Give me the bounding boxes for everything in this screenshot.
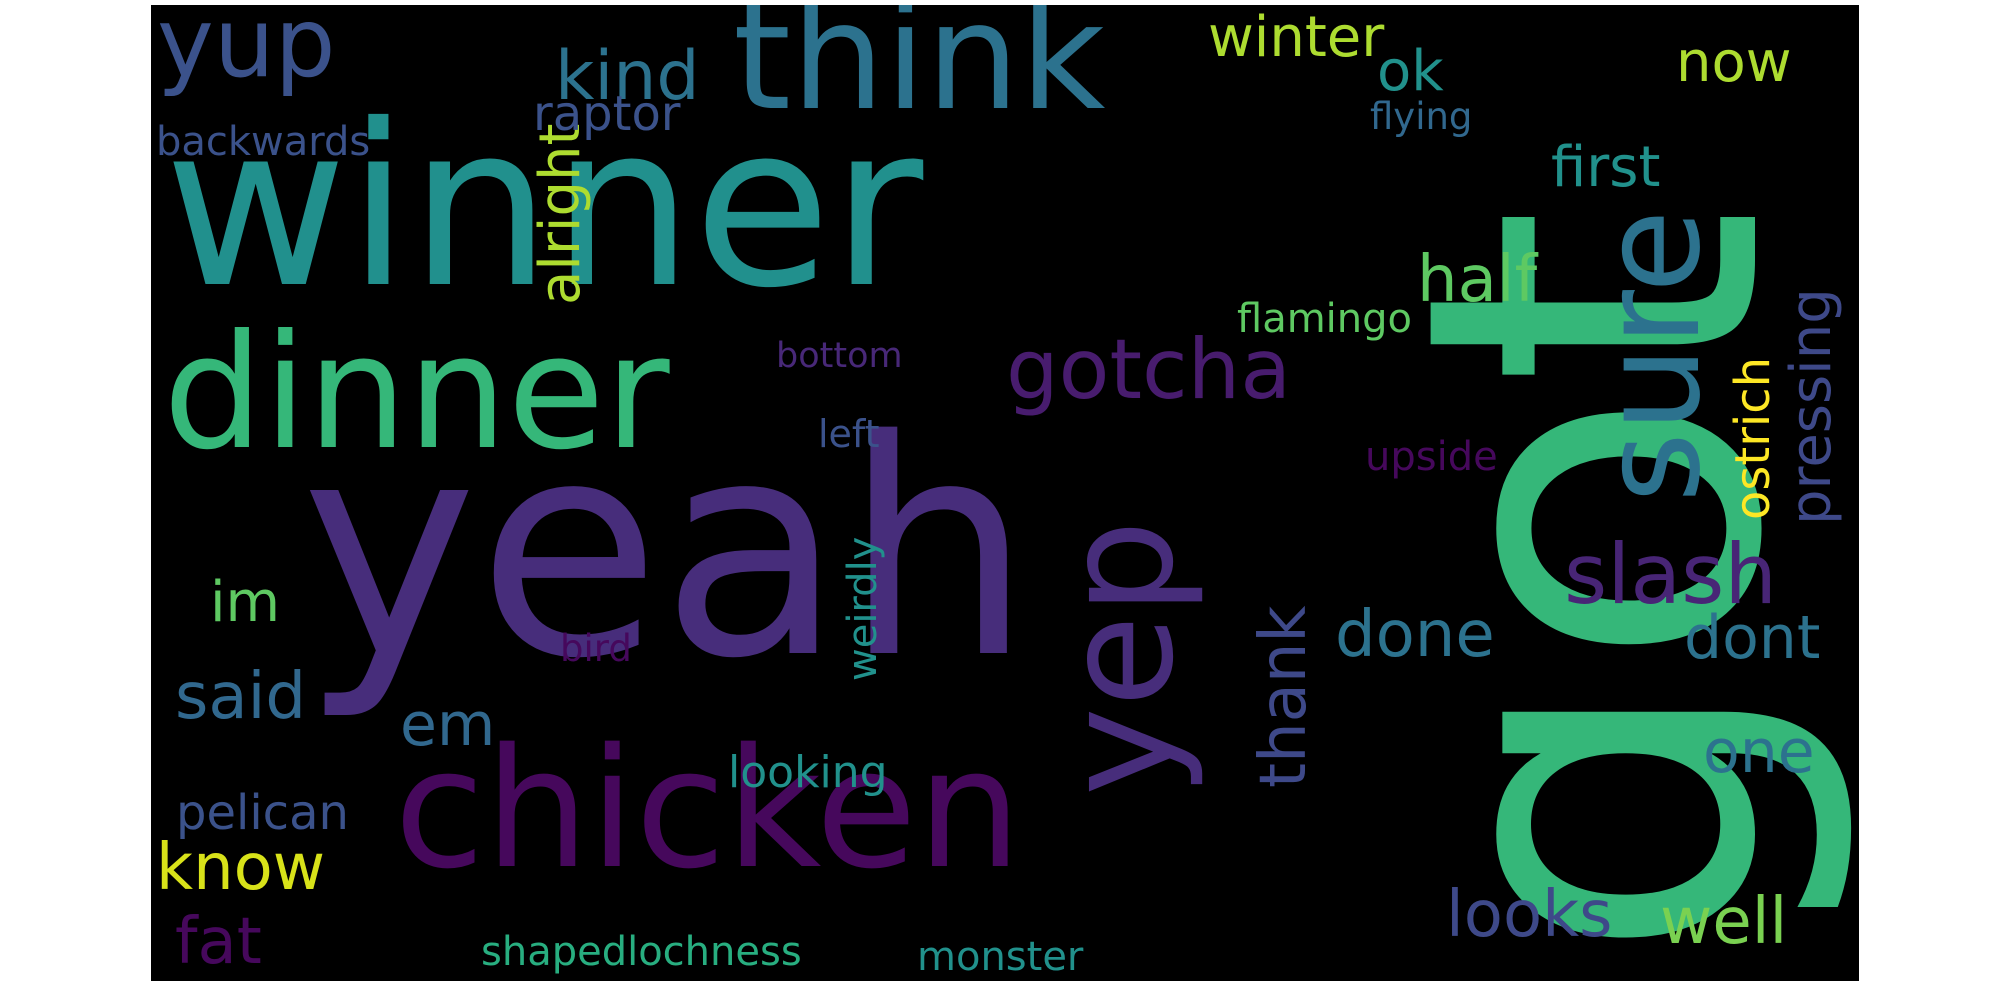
word-flying: flying [1370, 95, 1473, 138]
word-chicken: chicken [394, 713, 1022, 905]
word-sure: sure [1573, 209, 1731, 503]
word-kind: kind [555, 37, 700, 116]
word-half: half [1417, 243, 1538, 317]
word-one: one [1703, 717, 1815, 787]
word-yeah: yeah [301, 377, 1033, 724]
word-looking: looking [728, 747, 888, 798]
word-first: first [1551, 135, 1661, 200]
word-bird: bird [560, 627, 632, 670]
word-think: think [733, 5, 1106, 143]
word-looks: looks [1446, 878, 1613, 952]
word-ostrich: ostrich [1725, 356, 1781, 520]
word-flamingo: flamingo [1237, 296, 1412, 342]
word-yep: yep [1033, 519, 1207, 796]
word-left: left [818, 412, 880, 456]
word-winner: winner [164, 76, 924, 337]
word-said: said [175, 660, 306, 734]
word-winter: winter [1208, 5, 1385, 70]
word-know: know [156, 831, 326, 905]
word-now: now [1676, 30, 1792, 95]
word-em: em [400, 690, 496, 760]
word-gotcha: gotcha [1006, 321, 1292, 418]
word-weirdly: weirdly [840, 536, 886, 681]
word-slash: slash [1564, 526, 1778, 623]
word-thank: thank [1247, 605, 1321, 789]
word-dont: dont [1684, 603, 1821, 673]
word-bottom: bottom [776, 336, 903, 376]
word-im: im [210, 570, 281, 635]
word-alright: alright [528, 123, 593, 305]
word-well: well [1660, 885, 1788, 959]
word-yup: yup [157, 5, 336, 99]
word-fat: fat [175, 905, 262, 979]
word-upside: upside [1365, 434, 1498, 480]
word-raptor: raptor [533, 86, 681, 142]
word-shapedlochness: shapedlochness [481, 929, 802, 975]
word-pressing: pressing [1779, 288, 1844, 525]
word-monster: monster [917, 934, 1084, 980]
word-backwards: backwards [156, 119, 371, 165]
word-cloud: got winner yeah think dinner chicken sur… [151, 5, 1859, 981]
word-ok: ok [1377, 39, 1444, 104]
word-dinner: dinner [163, 301, 670, 485]
word-pelican: pelican [176, 785, 349, 841]
word-done: done [1335, 598, 1495, 672]
